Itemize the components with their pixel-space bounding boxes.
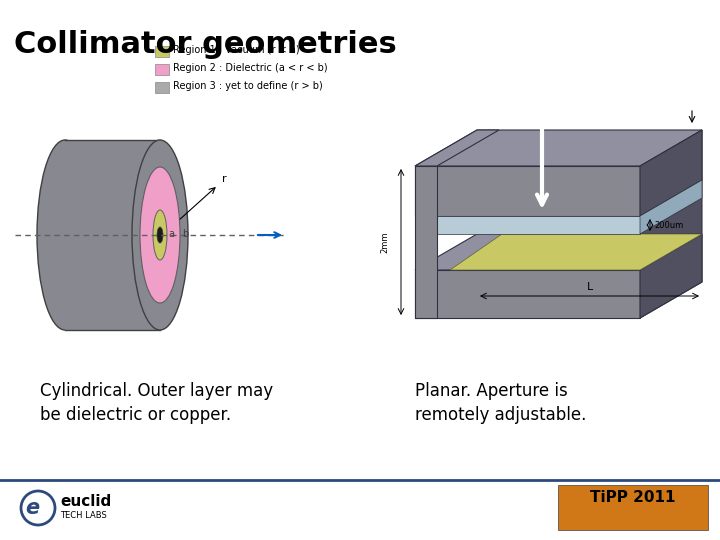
Ellipse shape: [140, 167, 180, 303]
Polygon shape: [415, 130, 499, 166]
Text: L: L: [586, 282, 593, 292]
Text: Region 2 : Dielectric (a < r < b): Region 2 : Dielectric (a < r < b): [173, 63, 328, 73]
Text: euclid: euclid: [60, 495, 112, 510]
FancyBboxPatch shape: [155, 64, 169, 75]
Text: r: r: [222, 174, 227, 184]
Polygon shape: [415, 130, 702, 166]
Text: b: b: [182, 229, 188, 239]
Polygon shape: [640, 180, 702, 234]
Polygon shape: [415, 180, 702, 216]
Text: Region 3 : yet to define (r > b): Region 3 : yet to define (r > b): [173, 81, 323, 91]
Polygon shape: [415, 166, 640, 216]
Text: Cylindrical. Outer layer may
be dielectric or copper.: Cylindrical. Outer layer may be dielectr…: [40, 382, 273, 423]
Ellipse shape: [132, 140, 188, 330]
Text: Collimator geometries: Collimator geometries: [14, 30, 397, 59]
Text: a: a: [168, 229, 174, 239]
Text: 2mm: 2mm: [380, 231, 390, 253]
Text: 200um: 200um: [654, 220, 683, 230]
Polygon shape: [415, 234, 702, 270]
Polygon shape: [415, 216, 640, 234]
Polygon shape: [640, 234, 702, 318]
Polygon shape: [640, 130, 702, 216]
Text: e: e: [25, 498, 39, 518]
Text: TECH LABS: TECH LABS: [60, 511, 107, 521]
FancyBboxPatch shape: [558, 485, 708, 530]
Text: TiPP 2011: TiPP 2011: [590, 489, 676, 504]
Polygon shape: [640, 130, 702, 318]
Polygon shape: [415, 166, 437, 318]
FancyBboxPatch shape: [155, 82, 169, 93]
Ellipse shape: [37, 140, 93, 330]
Polygon shape: [450, 234, 702, 270]
Text: Planar. Aperture is
remotely adjustable.: Planar. Aperture is remotely adjustable.: [415, 382, 586, 423]
Polygon shape: [415, 270, 640, 318]
Bar: [65, 140, 160, 330]
Text: Region 1 : Vacuum (r < a): Region 1 : Vacuum (r < a): [173, 45, 300, 55]
Ellipse shape: [157, 227, 163, 243]
FancyBboxPatch shape: [155, 46, 169, 57]
Ellipse shape: [153, 210, 167, 260]
